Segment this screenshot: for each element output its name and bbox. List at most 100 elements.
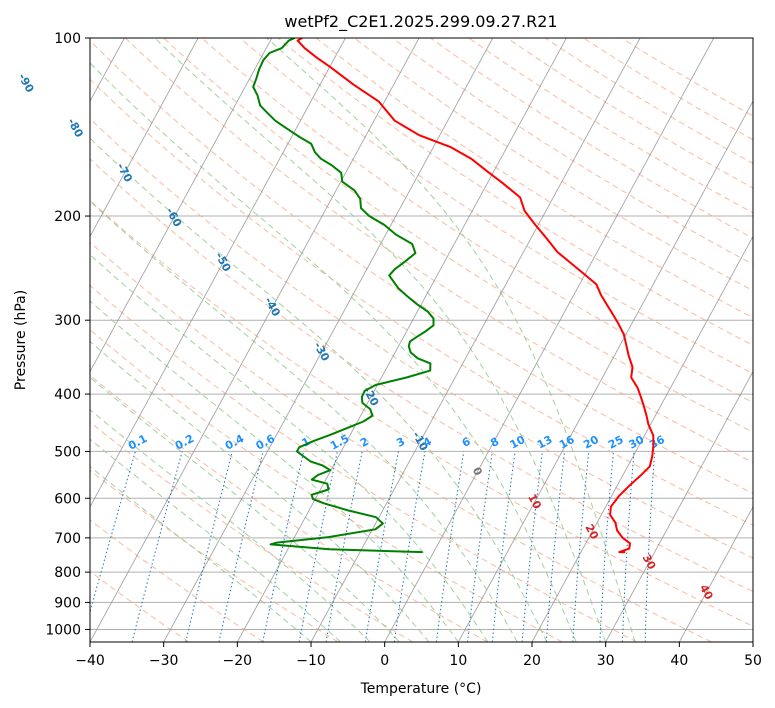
dry-adiabat-line	[430, 38, 753, 239]
mixing-ratio-label: 30	[627, 433, 647, 452]
isotherm-line	[752, 641, 753, 642]
y-tick-label: 300	[54, 313, 81, 329]
x-axis-title: Temperature (°C)	[360, 681, 482, 697]
mixing-ratio-label: 0.2	[173, 432, 196, 453]
mixing-ratio-line	[467, 451, 493, 642]
x-tick-label: 10	[449, 653, 467, 669]
x-tick-label: −20	[223, 653, 253, 669]
x-tick-label: −30	[149, 653, 179, 669]
mixing-ratio-label: 2	[358, 435, 371, 450]
moist-adiabat-line	[266, 38, 636, 642]
mixing-ratio-label: 20	[581, 433, 601, 452]
dry-adiabat-line	[90, 329, 563, 642]
dry-adiabat-line	[90, 158, 753, 593]
dry-adiabat-line	[90, 519, 264, 642]
mixing-ratio-label: 25	[606, 433, 626, 452]
x-tick-label: 20	[523, 653, 541, 669]
moist-adiabat-line	[90, 438, 341, 642]
y-tick-label: 200	[54, 209, 81, 225]
isotherm-line	[90, 38, 420, 642]
mixing-ratio-label: 10	[508, 433, 528, 452]
mixing-ratio-line	[621, 451, 635, 642]
dry-adiabat-line	[201, 38, 753, 404]
dry-adiabat-line	[506, 38, 753, 189]
dry-adiabat-line	[90, 570, 190, 642]
isotherm-line	[90, 38, 199, 238]
moist-adiabat-line	[154, 38, 607, 642]
mixing-ratio-line	[491, 451, 516, 642]
y-tick-label: 500	[54, 444, 81, 460]
temperature-line	[296, 38, 655, 554]
isotherm-label: 10	[525, 492, 544, 512]
mixing-ratio-line	[218, 451, 264, 642]
mixing-ratio-label: 0.4	[223, 432, 247, 453]
dry-adiabat-line	[90, 374, 488, 642]
y-tick-label: 900	[54, 595, 81, 611]
y-tick-label: 700	[54, 531, 81, 547]
isotherm-label: 0	[470, 465, 485, 478]
moist-adiabat-line	[90, 465, 312, 642]
mixing-ratio-line	[131, 451, 183, 642]
dry-adiabat-line	[163, 38, 753, 433]
moist-adiabat-line	[90, 340, 430, 642]
moist-adiabat-line	[90, 254, 489, 642]
isotherm-line	[384, 38, 715, 642]
isotherm-label: -80	[65, 116, 86, 140]
y-tick-label: 800	[54, 565, 81, 581]
isotherm-label: 30	[640, 552, 659, 572]
mixing-ratio-line	[521, 451, 543, 642]
chart-title: wetPf2_C2E1.2025.299.09.27.R21	[284, 12, 557, 32]
mixing-ratio-label: 0.6	[254, 432, 278, 453]
x-tick-label: 40	[670, 653, 688, 669]
mixing-ratio-line	[435, 451, 465, 642]
mixing-ratio-label: 16	[557, 433, 577, 452]
dry-adiabat-line	[90, 421, 414, 642]
isotherm-line	[163, 38, 494, 642]
y-axis-ticks: 100 200 300 400 500 600 700 800 900 1000	[45, 31, 90, 638]
mixing-ratio-line	[185, 451, 233, 642]
dry-adiabat-line	[90, 469, 339, 642]
isotherm-label: 40	[697, 582, 716, 602]
dry-adiabat-line	[90, 241, 712, 642]
isotherm-line	[605, 370, 753, 642]
mixing-ratio-label: 13	[535, 433, 555, 452]
isotherm-label: -50	[213, 250, 234, 274]
x-axis-ticks: −40 −30 −20 −10 0 10 20 30 40 50	[75, 642, 762, 669]
thermo-background-lines	[90, 38, 753, 642]
moist-adiabat-line	[90, 300, 459, 642]
dry-adiabat-line	[90, 284, 638, 642]
dry-adiabat-line	[621, 38, 753, 117]
mixing-ratio-label: 6	[460, 435, 473, 450]
dry-adiabat-line	[315, 38, 753, 319]
isotherm-label: -30	[311, 340, 332, 364]
mixing-ratio-line	[545, 451, 566, 642]
isotherm-label: -90	[15, 71, 36, 95]
x-tick-label: 30	[597, 653, 615, 669]
isotherm-line	[90, 38, 346, 508]
dry-adiabat-line	[90, 40, 753, 494]
dry-adiabat-line	[392, 38, 753, 265]
x-tick-label: −40	[75, 653, 105, 669]
isotherm-line	[457, 100, 753, 642]
isotherm-label: -40	[262, 295, 283, 319]
y-tick-label: 600	[54, 491, 81, 507]
mixing-ratio-line	[90, 451, 136, 615]
mixing-ratio-line	[393, 451, 426, 642]
y-tick-label: 1000	[45, 622, 81, 638]
moist-adiabat-line	[90, 62, 577, 642]
y-axis-title: Pressure (hPa)	[13, 290, 29, 390]
y-tick-label: 100	[54, 31, 81, 47]
plot-frame	[89, 37, 754, 643]
isotherm-line	[531, 235, 753, 642]
moist-adiabat-line	[90, 376, 400, 642]
mixing-ratio-labels: 0.1 0.2 0.4 0.6 1 1.5 2 3 4 6 8 10 13 16 20 25 30 36	[126, 432, 667, 453]
dry-adiabat-line	[353, 38, 753, 292]
isotherm-line	[310, 38, 641, 642]
dry-adiabat-line	[90, 199, 753, 627]
x-tick-label: −10	[296, 653, 326, 669]
moist-adiabat-line	[90, 409, 371, 642]
isotherm-line	[90, 38, 273, 373]
dewpoint-line	[252, 38, 435, 554]
